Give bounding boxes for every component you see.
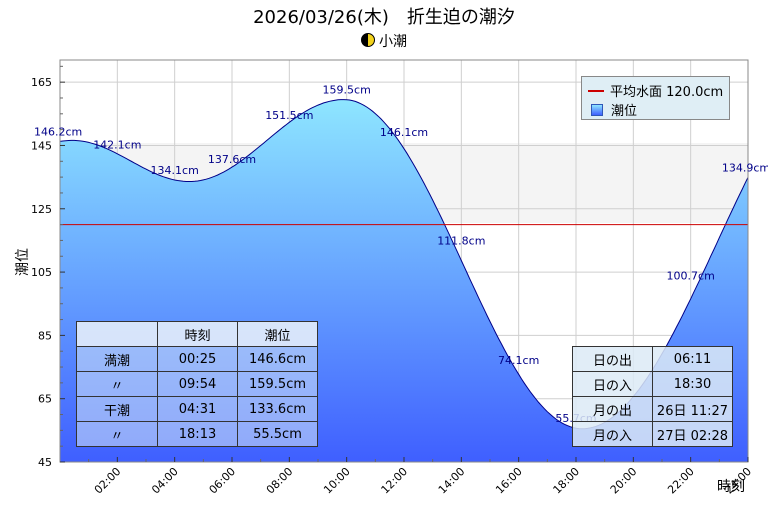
table-cell: 06:11 — [652, 346, 733, 372]
table-row: 〃 09:54 159.5cm — [76, 371, 318, 397]
table-row: 干潮 04:31 133.6cm — [76, 396, 318, 422]
x-tick-label: 18:00 — [551, 465, 583, 497]
table-row: 日の入 18:30 — [572, 371, 733, 397]
x-axis: 02:00 04:00 06:00 08:00 10:00 12:00 14:00 16:00… — [88, 457, 754, 497]
x-tick-label: 20:00 — [608, 465, 640, 497]
table-header: 時刻 — [157, 321, 238, 347]
tide-type: 小潮 — [0, 31, 768, 51]
table-cell: 26日 11:27 — [652, 396, 733, 422]
data-label: 100.7cm — [667, 270, 715, 283]
legend-tide: 潮位 — [588, 100, 637, 119]
data-label: 137.6cm — [208, 153, 256, 166]
x-tick-label: 06:00 — [207, 465, 239, 497]
table-cell: 159.5cm — [237, 371, 318, 397]
half-moon-icon — [361, 33, 375, 47]
table-row: 月の入 27日 02:28 — [572, 421, 733, 447]
sun-moon-table: 日の出 06:11 日の入 18:30 月の出 26日 11:27 月の入 27… — [572, 346, 733, 447]
data-label: 146.2cm — [34, 126, 82, 139]
table-cell: 09:54 — [157, 371, 238, 397]
data-label: 146.1cm — [380, 126, 428, 139]
x-tick-label: 04:00 — [149, 465, 181, 497]
table-cell: 146.6cm — [237, 346, 318, 372]
y-tick-label: 85 — [38, 329, 52, 342]
table-header: 潮位 — [237, 321, 318, 347]
y-axis-label: 潮位 — [15, 248, 31, 276]
table-cell: 干潮 — [76, 396, 158, 422]
table-cell: 月の出 — [572, 396, 653, 422]
table-cell: 55.5cm — [237, 421, 318, 447]
table-cell: 00:25 — [157, 346, 238, 372]
chart-title: 2026/03/26(木) 折生迫の潮汐 — [253, 7, 515, 28]
y-tick-label: 145 — [31, 139, 52, 152]
data-label: 142.1cm — [93, 139, 141, 152]
data-label: 111.8cm — [437, 235, 485, 248]
table-cell: 27日 02:28 — [652, 421, 733, 447]
table-cell: 日の入 — [572, 371, 653, 397]
table-cell: 満潮 — [76, 346, 158, 372]
tide-table: 時刻 潮位 満潮 00:25 146.6cm 〃 09:54 159.5cm 干… — [76, 321, 318, 447]
legend-tide-label: 潮位 — [611, 104, 638, 119]
y-tick-label: 65 — [38, 393, 52, 406]
table-cell: 〃 — [76, 371, 158, 397]
y-axis: 45 65 85 105 125 145 165 — [31, 65, 65, 469]
table-row: 〃 18:13 55.5cm — [76, 421, 318, 447]
x-tick-label: 14:00 — [436, 465, 468, 497]
data-label: 159.5cm — [323, 84, 371, 97]
table-header — [76, 321, 158, 347]
table-header-row: 時刻 潮位 — [76, 321, 318, 347]
y-tick-label: 165 — [31, 76, 52, 89]
tide-type-label: 小潮 — [379, 34, 407, 50]
table-row: 満潮 00:25 146.6cm — [76, 346, 318, 372]
x-tick-label: 02:00 — [92, 465, 124, 497]
table-cell: 日の出 — [572, 346, 653, 372]
table-cell: 〃 — [76, 421, 158, 447]
data-label: 74.1cm — [498, 354, 539, 367]
legend-mean-level: 平均水面 120.0cm — [588, 81, 723, 100]
y-tick-label: 105 — [31, 266, 52, 279]
y-tick-label: 45 — [38, 456, 52, 469]
x-tick-label: 12:00 — [379, 465, 411, 497]
legend-area-swatch — [591, 104, 603, 116]
data-label: 151.5cm — [265, 109, 313, 122]
table-cell: 133.6cm — [237, 396, 318, 422]
x-tick-label: 08:00 — [264, 465, 296, 497]
x-axis-label: 時刻 — [717, 479, 745, 495]
x-tick-label: 16:00 — [493, 465, 525, 497]
data-label: 134.1cm — [151, 164, 199, 177]
data-label: 134.9cm — [722, 161, 768, 174]
table-cell: 月の入 — [572, 421, 653, 447]
x-tick-label: 10:00 — [321, 465, 353, 497]
legend-line-swatch — [588, 90, 604, 92]
y-tick-label: 125 — [31, 203, 52, 216]
table-row: 月の出 26日 11:27 — [572, 396, 733, 422]
legend-mean-label: 平均水面 120.0cm — [610, 85, 724, 100]
legend: 平均水面 120.0cm 潮位 — [581, 76, 730, 120]
table-cell: 04:31 — [157, 396, 238, 422]
table-row: 日の出 06:11 — [572, 346, 733, 372]
table-cell: 18:13 — [157, 421, 238, 447]
table-cell: 18:30 — [652, 371, 733, 397]
x-tick-label: 22:00 — [665, 465, 697, 497]
